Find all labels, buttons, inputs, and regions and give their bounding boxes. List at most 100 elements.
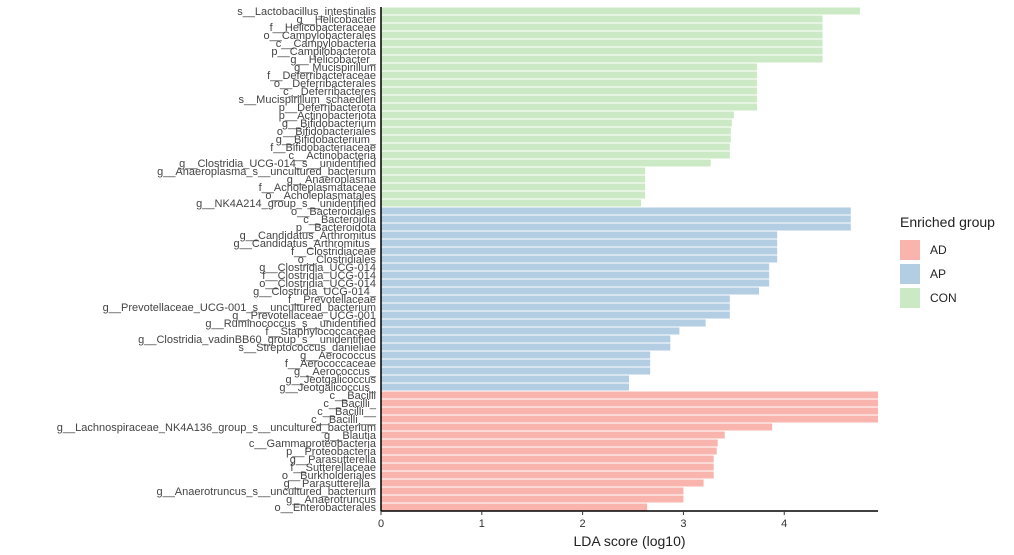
bar-17 (381, 135, 731, 143)
bar-36 (381, 287, 760, 295)
bar-16 (381, 127, 731, 135)
y-tick-label-42: g__Clostridia_vadinBB60_group_s__unident… (138, 334, 376, 346)
y-tick-label-41: f__Staphylococcaceae (265, 326, 376, 338)
y-tick-label-6: p__Campilobacterota (271, 46, 376, 58)
y-tick-label-32: o__Clostridiales (298, 254, 377, 266)
x-tick-label-0: 0 (378, 518, 384, 530)
y-tick-label-22: g__Anaeroplasma (287, 174, 377, 186)
bar-24 (381, 191, 646, 199)
bar-33 (381, 263, 770, 271)
bar-15 (381, 119, 732, 127)
legend-item-ad: AD (900, 238, 995, 262)
y-tick-label-60: g__Parasutterella_ (284, 478, 377, 490)
y-tick-label-9: f__Deferribacteraceae (267, 70, 376, 82)
bar-46 (381, 367, 651, 375)
y-tick-label-7: g__Helicobacter_ (290, 54, 376, 66)
bar-6 (381, 47, 823, 55)
bar-41 (381, 327, 680, 335)
bar-43 (381, 343, 671, 351)
bar-13 (381, 103, 758, 111)
y-tick-label-35: o__Clostridia_UCG-014 (259, 278, 376, 290)
y-tick-labels: s__Lactobacillus_intestinalisg__Helicoba… (57, 6, 377, 514)
bar-4 (381, 31, 823, 39)
bar-51 (381, 407, 878, 415)
bar-25 (381, 199, 642, 207)
x-tick-label-3: 3 (680, 518, 686, 530)
y-tick-label-48: g__Jeotgalicoccus_ (279, 382, 377, 394)
y-tick-label-58: f__Sutterellaceae (290, 462, 376, 474)
y-tick-label-25: g__NK4A214_group_s__unidentified (196, 198, 376, 210)
bar-8 (381, 63, 758, 71)
y-tick-label-11: c__Deferribacteres (283, 86, 376, 98)
y-tick-label-3: f__Helicobacteraceae (270, 22, 376, 34)
y-tick-label-5: c__Campylobacteria (276, 38, 377, 50)
y-tick-label-28: p__Bacteroidota (296, 222, 377, 234)
y-tick-label-13: p__Deferribacterota (279, 102, 377, 114)
legend-key-ad (900, 240, 920, 260)
y-tick-label-26: o__Bacteroidales (291, 206, 377, 218)
legend-key-con (900, 288, 920, 308)
bar-37 (381, 295, 730, 303)
bar-14 (381, 111, 734, 119)
y-tick-label-34: f__Clostridia_UCG-014 (262, 270, 376, 282)
bar-9 (381, 71, 758, 79)
y-tick-label-29: g__Candidatus_Arthromitus (240, 230, 377, 242)
x-tick-label-4: 4 (781, 518, 787, 530)
bar-2 (381, 15, 823, 23)
y-tick-label-16: o__Bifidobacteriales (277, 126, 377, 138)
y-tick-label-45: f__Aerococcaceae (285, 358, 376, 370)
bar-56 (381, 447, 717, 455)
y-tick-label-4: o__Campylobacterales (263, 30, 376, 42)
bar-22 (381, 175, 646, 183)
y-tick-label-21: g__Anaeroplasma_s__uncultured_bacterium (157, 166, 376, 178)
bar-21 (381, 167, 646, 175)
y-tick-label-39: g__Prevotellaceae_UCG-001 (232, 310, 376, 322)
bar-19 (381, 151, 730, 159)
y-tick-label-14: p__Actinobacteriota (279, 110, 377, 122)
y-tick-label-10: o__Deferribacterales (274, 78, 377, 90)
y-tick-label-56: p__Proteobacteria (286, 446, 377, 458)
bar-40 (381, 319, 706, 327)
bar-32 (381, 255, 778, 263)
legend: Enriched group AD AP CON (900, 214, 995, 310)
bar-47 (381, 375, 629, 383)
bar-54 (381, 431, 725, 439)
bar-1 (381, 7, 860, 15)
y-tick-label-44: g__Aerococcus (300, 350, 376, 362)
bar-58 (381, 463, 714, 471)
legend-item-ap: AP (900, 262, 995, 286)
y-tick-label-59: o__Burkholderiales (282, 470, 377, 482)
x-tick-label-2: 2 (580, 518, 586, 530)
y-tick-label-30: g__Candidatus_Arthromitus_ (234, 238, 377, 250)
y-tick-label-15: g__Bifidobacterium (282, 118, 376, 130)
y-tick-label-55: c__Gammaproteobacteria (249, 438, 377, 450)
y-tick-label-12: s__Mucispirillum_schaedleri (238, 94, 376, 106)
bar-30 (381, 239, 778, 247)
y-tick-label-27: c__Bacteroidia (303, 214, 377, 226)
legend-label-con: CON (930, 291, 957, 305)
bar-44 (381, 351, 651, 359)
bar-35 (381, 279, 770, 287)
legend-label-ap: AP (930, 267, 947, 281)
y-tick-label-23: f__Acholeplasmataceae (259, 182, 376, 194)
y-tick-label-49: c__Bacilli (330, 390, 376, 402)
bar-48 (381, 383, 629, 391)
y-tick-label-40: g__Ruminococcus_s__unidentified (205, 318, 376, 330)
y-tick-label-57: g__Parasutterella (290, 454, 377, 466)
bar-23 (381, 183, 646, 191)
bars-layer (381, 7, 878, 511)
bar-7 (381, 55, 823, 63)
bar-26 (381, 207, 851, 215)
y-tick-label-52: c__Bacilli___ (311, 414, 377, 426)
y-tick-label-62: g__Anaerotruncus (286, 494, 376, 506)
bar-45 (381, 359, 651, 367)
y-tick-label-61: g__Anaerotruncus_s__uncultured_bacterium (156, 486, 376, 498)
y-tick-label-36: g__Clostridia_UCG-014_ (253, 286, 377, 298)
bar-5 (381, 39, 823, 47)
y-tick-label-51: c__Bacilli__ (317, 406, 377, 418)
bar-59 (381, 471, 714, 479)
y-tick-label-37: f__Prevotellaceae (288, 294, 376, 306)
y-tick-label-31: f__Clostridiaceae (291, 246, 376, 258)
y-tick-label-17: g__Bifidobacterium_ (276, 134, 377, 146)
